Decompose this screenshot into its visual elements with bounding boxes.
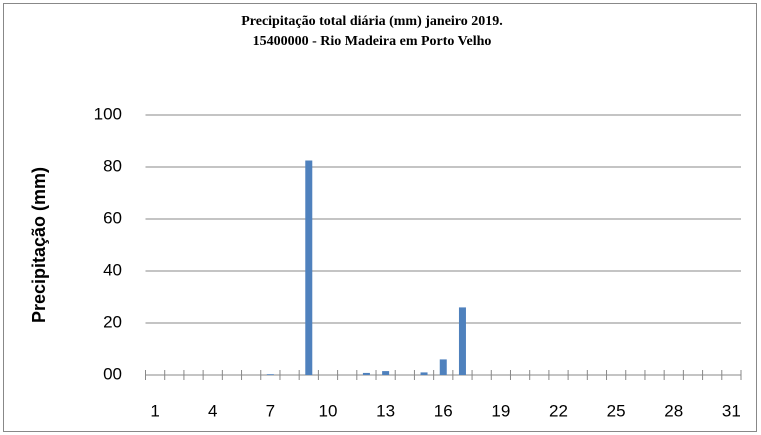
- chart-border: [3, 3, 757, 432]
- x-tick-label: 7: [266, 401, 275, 420]
- y-tick-label: 100: [94, 104, 122, 123]
- y-tick-label: 60: [103, 208, 122, 227]
- y-axis-label: Precipitação (mm): [29, 167, 49, 323]
- x-tick-label: 19: [491, 401, 510, 420]
- x-tick-label: 31: [722, 401, 741, 420]
- y-tick-label: 00: [103, 364, 122, 383]
- y-tick-label: 20: [103, 312, 122, 331]
- x-tick-label: 22: [549, 401, 568, 420]
- bar: [420, 372, 428, 375]
- x-tick-label: 25: [607, 401, 626, 420]
- bar: [439, 359, 447, 375]
- x-tick-label: 10: [319, 401, 338, 420]
- chart-subtitle: 15400000 - Rio Madeira em Porto Velho: [253, 34, 492, 49]
- bar: [458, 307, 466, 375]
- bar: [305, 160, 313, 375]
- x-tick-label: 13: [376, 401, 395, 420]
- x-tick-label: 4: [208, 401, 217, 420]
- chart-title: Precipitação total diária (mm) janeiro 2…: [241, 14, 503, 29]
- bar: [266, 374, 274, 375]
- y-tick-label: 40: [103, 260, 122, 279]
- bar: [362, 372, 370, 375]
- y-tick-label: 80: [103, 156, 122, 175]
- x-tick-label: 28: [664, 401, 683, 420]
- x-tick-label: 1: [150, 401, 159, 420]
- bar: [382, 371, 390, 375]
- x-tick-label: 16: [434, 401, 453, 420]
